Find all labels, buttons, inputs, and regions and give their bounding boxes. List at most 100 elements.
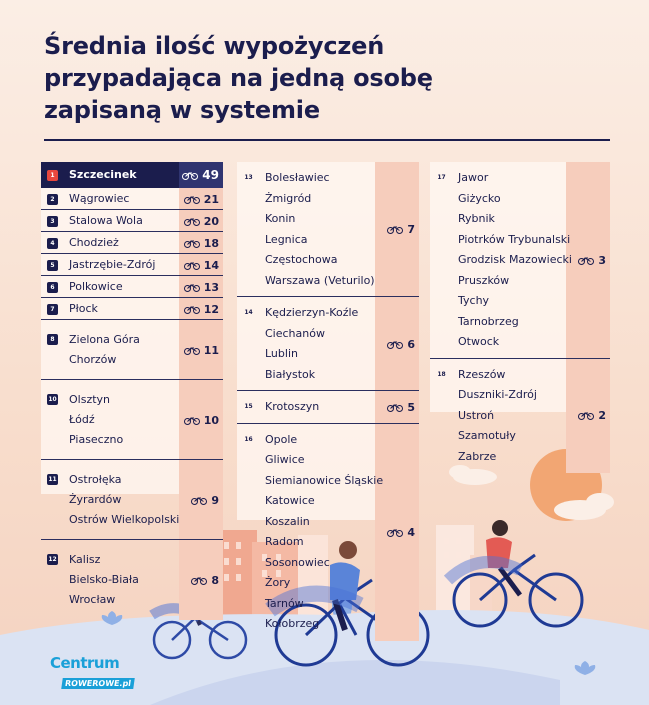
- ranking-row-5: 5 Jastrzębie-Zdrój 14: [41, 254, 223, 276]
- logo-text-main: Centrum: [50, 654, 120, 672]
- building-windows: [224, 538, 461, 581]
- bicycle-icon: [183, 305, 200, 314]
- bicycle-icon: [183, 239, 200, 248]
- ranking-row-8: 8 Zielona Góra Chorzów 11: [41, 320, 223, 380]
- average-value: 5: [375, 391, 415, 424]
- city-name: Lublin: [265, 347, 298, 360]
- city-list: Opole Gliwice Siemianowice Śląskie Katowice…: [265, 430, 383, 635]
- value-number: 2: [598, 409, 606, 423]
- city-name: Konin: [265, 212, 296, 225]
- city-name: Koszalin: [265, 514, 310, 528]
- city-list: Jawor Giżycko Rybnik Piotrków Trybunalski Gr…: [458, 168, 572, 353]
- average-value: 14: [179, 254, 219, 276]
- ranking-row-1: 1 Szczecinek 49: [41, 162, 223, 188]
- city-name: Ostrów Wielkopolski: [69, 513, 180, 526]
- average-value: 4: [375, 424, 415, 641]
- city-name: Grodzisk Mazowiecki: [458, 253, 572, 266]
- city-name: Żory: [265, 576, 291, 589]
- bicycle-icon: [387, 528, 404, 537]
- rank-badge: 17: [437, 174, 446, 181]
- plant: [101, 611, 123, 625]
- value-cell-bg: [179, 298, 223, 319]
- cyclist-woman: [452, 553, 584, 628]
- city-list: Krotoszyn: [265, 397, 319, 418]
- average-value: 2: [566, 359, 606, 474]
- rank-badge: 4: [47, 238, 58, 249]
- value-number: 20: [203, 214, 219, 228]
- rank-badge: 11: [47, 474, 58, 485]
- value-number: 6: [407, 337, 415, 351]
- bicycle-icon: [191, 576, 208, 585]
- title-line-2: przypadająca na jedną osobę: [44, 64, 433, 92]
- value-number: 10: [203, 413, 219, 427]
- bicycle-icon: [387, 404, 404, 412]
- city-list: Ostrołęka Żyrardów Ostrów Wielkopolski: [69, 470, 179, 530]
- rank-badge: 18: [437, 370, 446, 378]
- city-name: Częstochowa: [265, 253, 338, 266]
- city-name: Stalowa Wola: [69, 214, 143, 227]
- city-name: Opole: [265, 432, 298, 446]
- rank-badge: 12: [47, 554, 58, 565]
- value-number: 7: [407, 223, 415, 236]
- city-name: Jawor: [458, 171, 489, 184]
- bicycle-icon: [183, 283, 200, 292]
- average-value: 11: [179, 320, 219, 380]
- city-name: Białystok: [265, 367, 316, 381]
- city-name: Tychy: [458, 294, 490, 307]
- city-list: Olsztyn Łódź Piaseczno: [69, 390, 123, 450]
- value-number: 21: [203, 192, 219, 206]
- cloud-left: [449, 465, 497, 485]
- ranking-row-10: 10 Olsztyn Łódź Piaseczno 10: [41, 380, 223, 460]
- city-name: Olsztyn: [69, 393, 111, 406]
- city-name: Sosonowiec: [265, 555, 330, 569]
- city-list: Kędzierzyn-Koźle Ciechanów Lublin Białystok: [265, 303, 358, 385]
- city-name: Otwock: [458, 335, 500, 348]
- city-list: Rzeszów Duszniki-Zdrój Ustroń Szamotuły Zabr…: [458, 365, 537, 468]
- ranking-row-13: 13 Bolesławiec Żmigród Konin Legnica Częstoch…: [237, 162, 419, 297]
- city-name: Polkowice: [69, 280, 123, 293]
- ranking-row-3: 3 Stalowa Wola 20: [41, 210, 223, 232]
- ranking-row-17: 17 Jawor Giżycko Rybnik Piotrków Trybunalski…: [430, 162, 610, 359]
- cyclist-woman-body: [443, 520, 523, 597]
- city-list: Kalisz Bielsko-Biała Wrocław: [69, 550, 139, 610]
- title-line-1: Średnia ilość wypożyczeń: [44, 32, 385, 60]
- average-value: 18: [179, 232, 219, 254]
- city-list: Bolesławiec Żmigród Konin Legnica Częstochow…: [265, 168, 375, 291]
- average-value: 9: [179, 460, 219, 540]
- value-cell-bg: [179, 380, 223, 459]
- bicycle-icon: [578, 257, 595, 265]
- centrum-rowerowe-logo: Centrum ROWEROWE.pl: [50, 654, 135, 690]
- ranking-row-4: 4 Chodzież 18: [41, 232, 223, 254]
- value-number: 11: [203, 343, 219, 357]
- city-name: Tarnów: [265, 596, 304, 610]
- page-title: Średnia ilość wypożyczeń przypadająca na…: [44, 30, 604, 126]
- city-name: Ciechanów: [265, 326, 325, 340]
- city-name: Krotoszyn: [265, 400, 320, 413]
- ranking-row-11: 11 Ostrołęka Żyrardów Ostrów Wielkopolski 9: [41, 460, 223, 540]
- rank-badge: 1: [47, 170, 58, 181]
- value-number: 13: [203, 280, 219, 294]
- city-name: Wągrowiec: [69, 192, 130, 205]
- rank-badge: 10: [47, 394, 58, 405]
- city-name: Łódź: [69, 413, 95, 426]
- city-name: Tarnobrzeg: [458, 314, 519, 328]
- ranking-row-6: 6 Polkowice 13: [41, 276, 223, 298]
- cyclist-adult-body: [265, 541, 364, 631]
- bicycle-icon: [578, 412, 595, 421]
- ranking-row-7: 7 Płock 12: [41, 298, 223, 320]
- city-name: Giżycko: [458, 191, 501, 205]
- bicycle-icon: [387, 226, 404, 234]
- value-number: 18: [203, 236, 219, 250]
- ground: [150, 660, 560, 705]
- city-name: Kędzierzyn-Koźle: [265, 306, 359, 319]
- title-divider: [44, 139, 610, 141]
- title-line-3: zapisaną w systemie: [44, 96, 320, 124]
- rank-badge: 16: [244, 435, 253, 443]
- city-name: Katowice: [265, 494, 315, 507]
- cyclists-illustration: [0, 449, 649, 705]
- cloud-right: [554, 493, 614, 520]
- value-number: 4: [407, 525, 415, 539]
- value-number: 49: [202, 168, 219, 182]
- city-list: Wągrowiec: [69, 189, 129, 209]
- city-list: Szczecinek: [69, 165, 137, 185]
